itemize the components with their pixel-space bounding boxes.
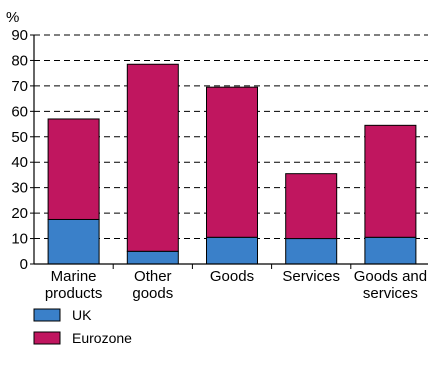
y-tick-label: 40 [11, 154, 28, 171]
y-ticks: 0 10 20 30 40 50 60 70 80 90 [11, 27, 34, 273]
bar-eurozone-1 [126, 63, 179, 252]
y-tick-label: 10 [11, 231, 28, 248]
y-tick-label: 30 [11, 180, 28, 197]
y-tick-label: 70 [11, 78, 28, 95]
x-tick-label: Other [134, 268, 172, 285]
x-tick-label: Goods and [354, 268, 427, 285]
y-tick-label: 50 [11, 129, 28, 146]
x-tick-label: Marine [51, 268, 97, 285]
y-tick-label: 20 [11, 205, 28, 222]
bar-eurozone-0 [47, 118, 100, 220]
x-tick-label: Goods [210, 268, 254, 285]
x-tick-label: Services [282, 268, 340, 285]
y-tick-label: 80 [11, 52, 28, 69]
bar-uk-4 [364, 236, 417, 265]
legend-label-eurozone: Eurozone [72, 330, 132, 346]
bars [47, 63, 417, 265]
y-tick-label: 60 [11, 103, 28, 120]
bar-eurozone-4 [364, 124, 417, 238]
legend-label-uk: UK [72, 307, 92, 323]
bar-eurozone-3 [285, 173, 338, 240]
legend: UK Eurozone [33, 307, 132, 346]
y-tick-label: 0 [20, 256, 28, 273]
bar-eurozone-2 [206, 86, 258, 238]
y-axis-label: % [6, 9, 19, 26]
axes [33, 35, 428, 269]
legend-swatch-eurozone [33, 331, 61, 345]
x-tick-label: products [45, 285, 103, 302]
y-tick-label: 90 [11, 27, 28, 44]
x-tick-label: goods [132, 285, 173, 302]
gridlines [34, 34, 428, 240]
x-tick-label: services [363, 285, 418, 302]
bar-uk-1 [126, 250, 179, 265]
bar-uk-3 [285, 238, 338, 265]
bar-uk-0 [47, 218, 100, 265]
legend-swatch-uk [33, 308, 61, 322]
bar-uk-2 [206, 236, 258, 265]
